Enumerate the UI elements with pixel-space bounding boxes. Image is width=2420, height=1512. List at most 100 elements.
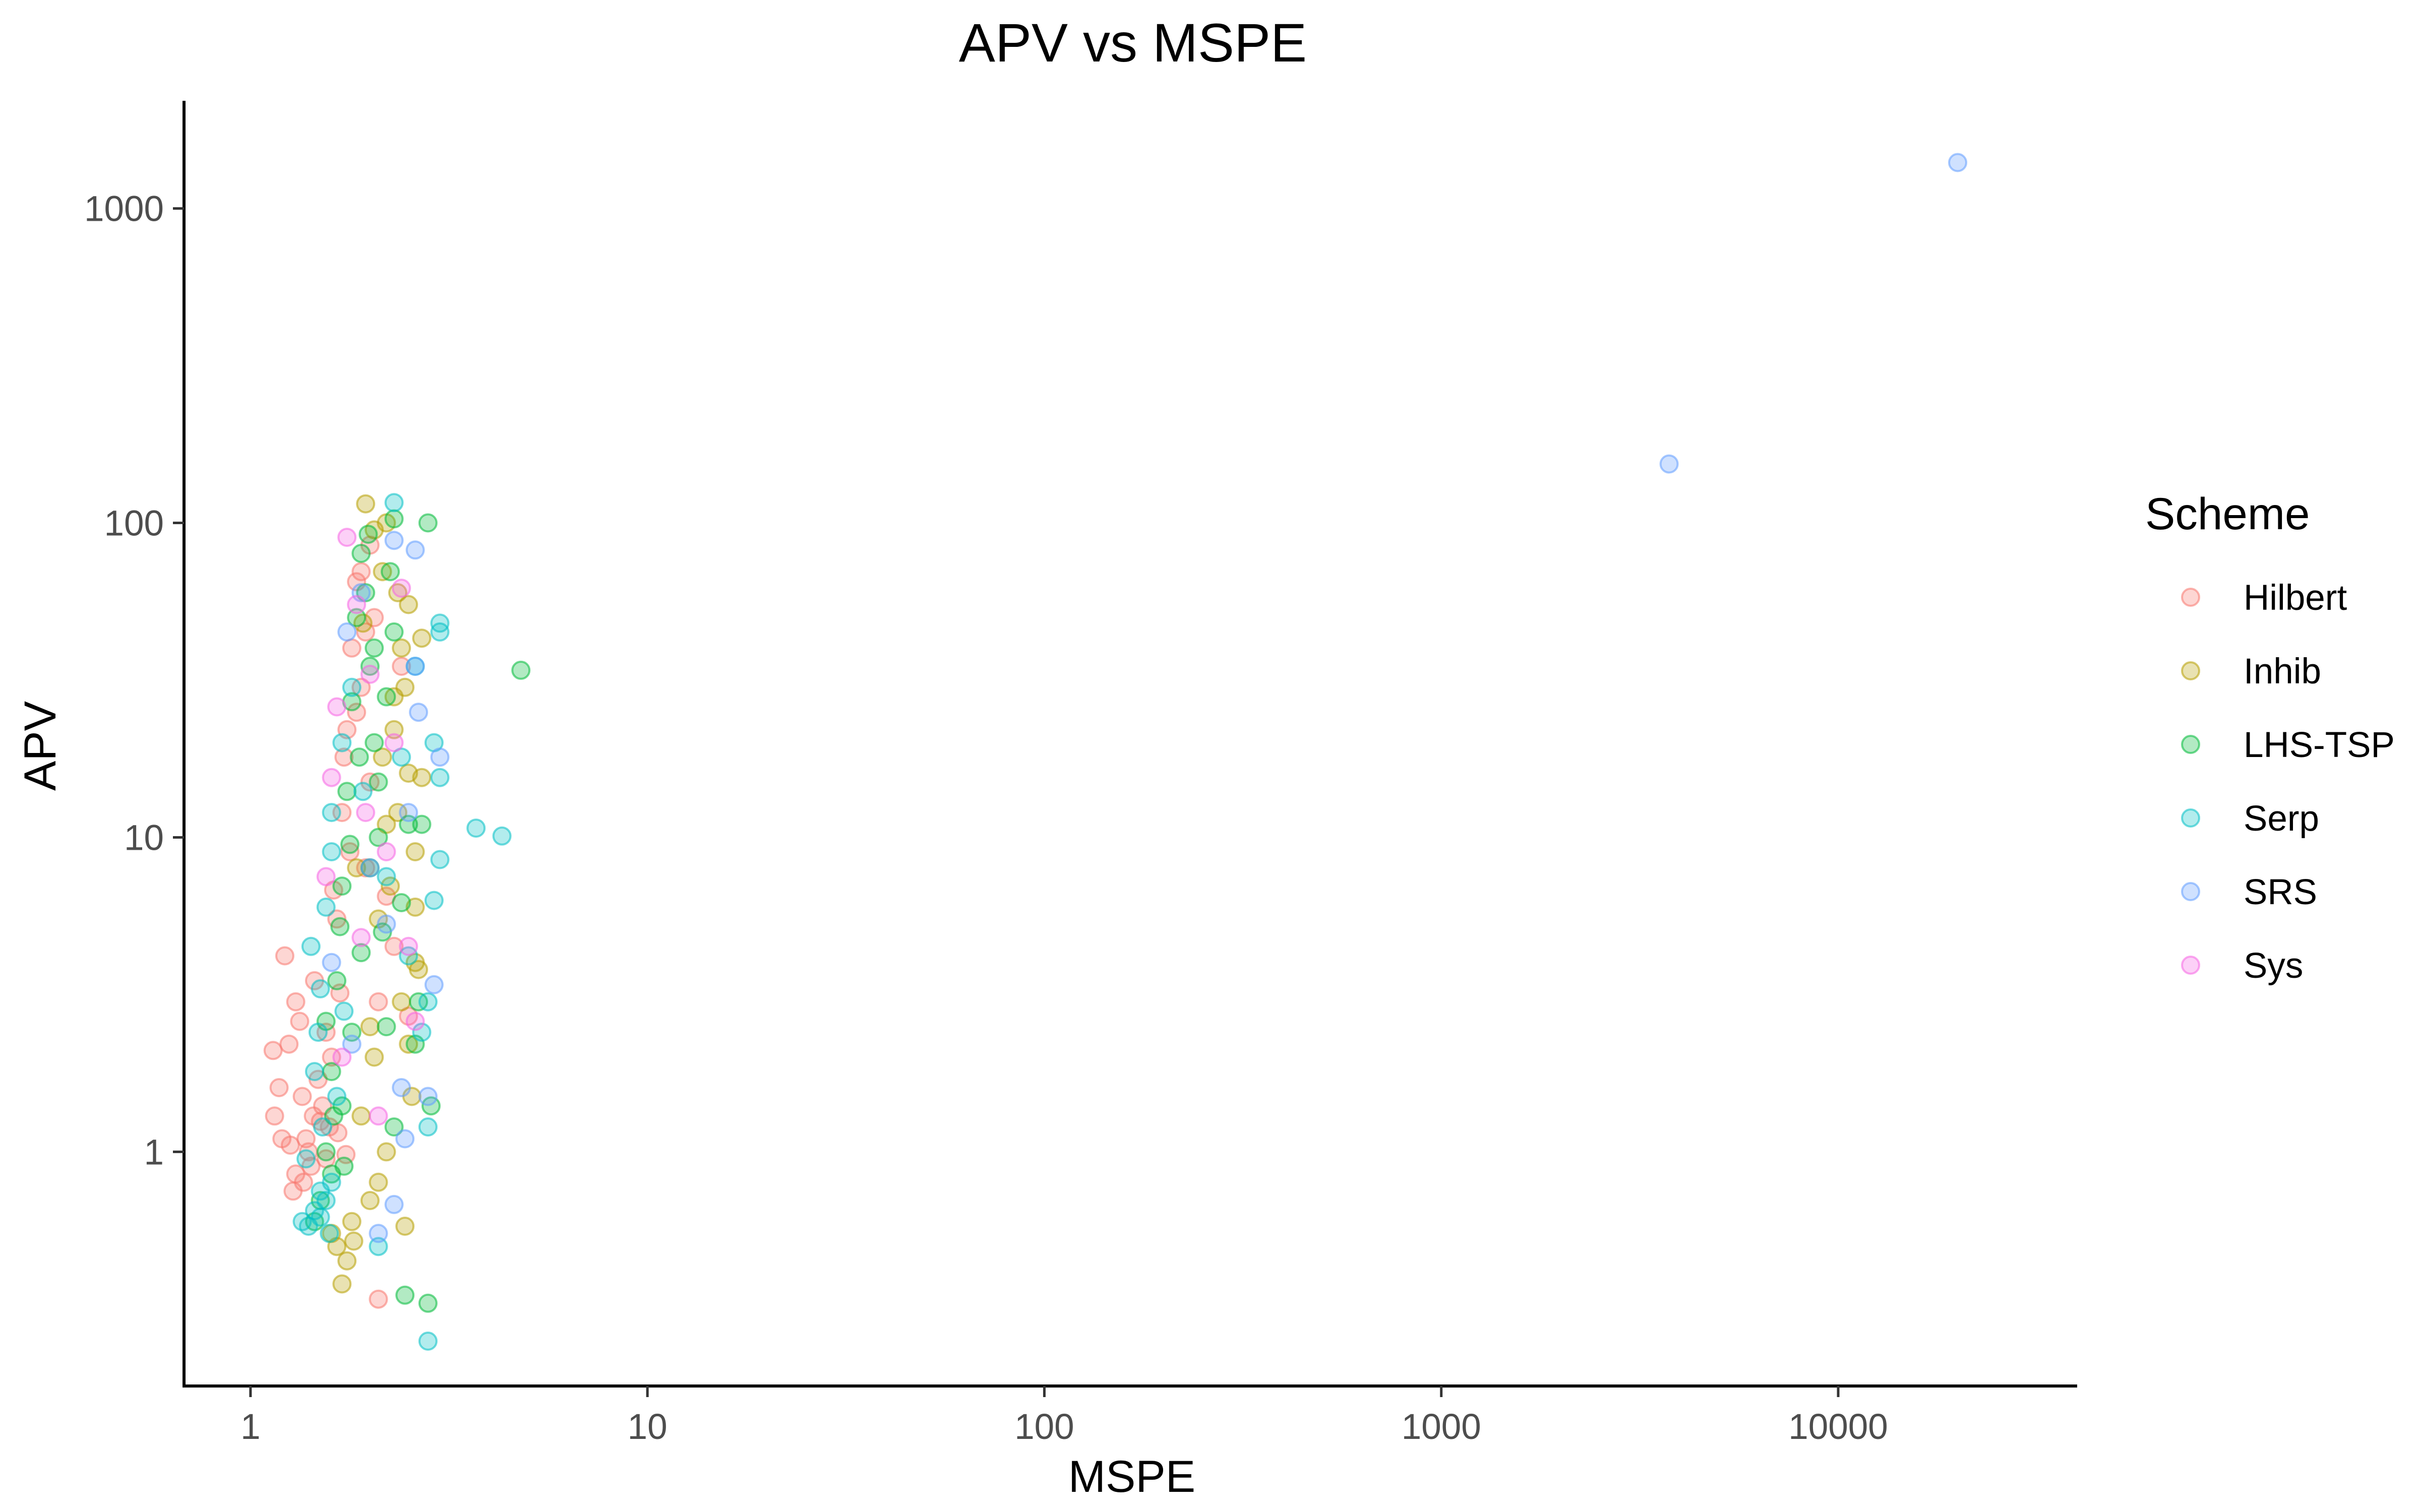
data-point bbox=[378, 868, 395, 885]
data-point bbox=[345, 1233, 362, 1250]
data-point bbox=[352, 545, 370, 562]
data-point bbox=[343, 679, 360, 696]
data-point bbox=[419, 1295, 437, 1312]
data-point bbox=[366, 734, 383, 751]
data-point bbox=[378, 688, 395, 706]
legend-item: Hilbert bbox=[2182, 578, 2347, 618]
data-point bbox=[393, 993, 410, 1011]
data-point bbox=[370, 774, 387, 791]
data-point bbox=[341, 836, 358, 853]
data-point bbox=[370, 1225, 387, 1242]
data-point bbox=[413, 629, 431, 647]
data-point bbox=[386, 532, 403, 549]
legend-key bbox=[2182, 736, 2199, 753]
legend-key bbox=[2182, 662, 2199, 679]
data-point bbox=[407, 1013, 424, 1030]
x-tick-label: 10000 bbox=[1788, 1407, 1888, 1447]
data-point bbox=[1661, 456, 1678, 473]
data-point bbox=[419, 993, 437, 1011]
points-layer bbox=[265, 154, 1966, 1350]
data-point bbox=[407, 843, 424, 860]
x-axis-title: MSPE bbox=[1068, 1451, 1195, 1501]
data-point bbox=[400, 804, 417, 821]
data-point bbox=[276, 948, 293, 965]
data-point bbox=[396, 1130, 413, 1148]
data-point bbox=[331, 918, 348, 935]
data-point bbox=[386, 623, 403, 641]
data-point bbox=[419, 515, 437, 532]
data-point bbox=[361, 859, 379, 876]
data-point bbox=[333, 877, 350, 895]
data-point bbox=[512, 662, 529, 679]
data-point bbox=[343, 1213, 360, 1230]
y-tick-label: 1000 bbox=[84, 190, 164, 229]
data-point bbox=[310, 1024, 327, 1041]
data-point bbox=[351, 748, 368, 766]
data-point bbox=[393, 640, 410, 657]
data-point bbox=[352, 563, 370, 580]
data-point bbox=[335, 1002, 352, 1020]
x-tick-label: 10 bbox=[628, 1407, 668, 1447]
legend-label: SRS bbox=[2244, 872, 2317, 912]
legend-item: Inhib bbox=[2182, 652, 2321, 691]
data-point bbox=[323, 954, 340, 971]
legend-key bbox=[2182, 809, 2199, 827]
y-axis-title: APV bbox=[15, 701, 65, 791]
data-point bbox=[271, 1079, 288, 1096]
data-point bbox=[467, 820, 485, 837]
legend-items: HilbertInhibLHS-TSPSerpSRSSys bbox=[2182, 578, 2395, 986]
x-tick-label: 100 bbox=[1014, 1407, 1074, 1447]
data-point bbox=[432, 851, 449, 868]
data-point bbox=[396, 1287, 413, 1304]
data-point bbox=[386, 1196, 403, 1213]
data-point bbox=[354, 783, 372, 800]
data-point bbox=[348, 596, 365, 613]
data-point bbox=[323, 769, 340, 786]
data-point bbox=[338, 529, 355, 546]
legend-key bbox=[2182, 957, 2199, 974]
data-point bbox=[297, 1150, 315, 1167]
data-point bbox=[335, 1158, 352, 1175]
data-point bbox=[386, 511, 403, 528]
data-point bbox=[419, 1118, 437, 1136]
y-tick-label: 1 bbox=[144, 1132, 164, 1172]
data-point bbox=[432, 748, 449, 766]
data-point bbox=[318, 868, 335, 885]
x-axis-ticks: 110100100010000 bbox=[240, 1386, 1888, 1447]
data-point bbox=[370, 1107, 387, 1124]
legend: Scheme HilbertInhibLHS-TSPSerpSRSSys bbox=[2145, 488, 2395, 986]
legend-label: Hilbert bbox=[2244, 578, 2347, 618]
data-point bbox=[357, 804, 374, 821]
data-point bbox=[378, 1143, 395, 1160]
data-point bbox=[370, 1174, 387, 1191]
data-point bbox=[357, 495, 374, 513]
y-tick-label: 100 bbox=[104, 504, 164, 544]
data-point bbox=[352, 929, 370, 946]
data-point bbox=[333, 1049, 350, 1066]
data-point bbox=[323, 843, 340, 860]
data-point bbox=[282, 1137, 299, 1154]
data-point bbox=[366, 640, 383, 657]
data-point bbox=[396, 1218, 413, 1235]
data-point bbox=[312, 980, 329, 997]
data-point bbox=[407, 541, 424, 558]
series-srs bbox=[323, 154, 1966, 1242]
data-point bbox=[1949, 154, 1966, 171]
chart-title: APV vs MSPE bbox=[959, 12, 1307, 73]
legend-item: SRS bbox=[2182, 872, 2317, 912]
data-point bbox=[295, 1174, 312, 1191]
x-tick-label: 1 bbox=[240, 1407, 261, 1447]
legend-label: Sys bbox=[2244, 946, 2303, 986]
data-point bbox=[306, 1063, 323, 1080]
data-point bbox=[302, 938, 320, 955]
data-point bbox=[361, 666, 379, 683]
data-point bbox=[413, 769, 431, 786]
data-point bbox=[386, 734, 403, 751]
data-point bbox=[386, 494, 403, 511]
data-point bbox=[361, 1018, 379, 1035]
data-point bbox=[343, 640, 360, 657]
data-point bbox=[382, 563, 399, 580]
legend-key bbox=[2182, 883, 2199, 900]
data-point bbox=[366, 1049, 383, 1066]
